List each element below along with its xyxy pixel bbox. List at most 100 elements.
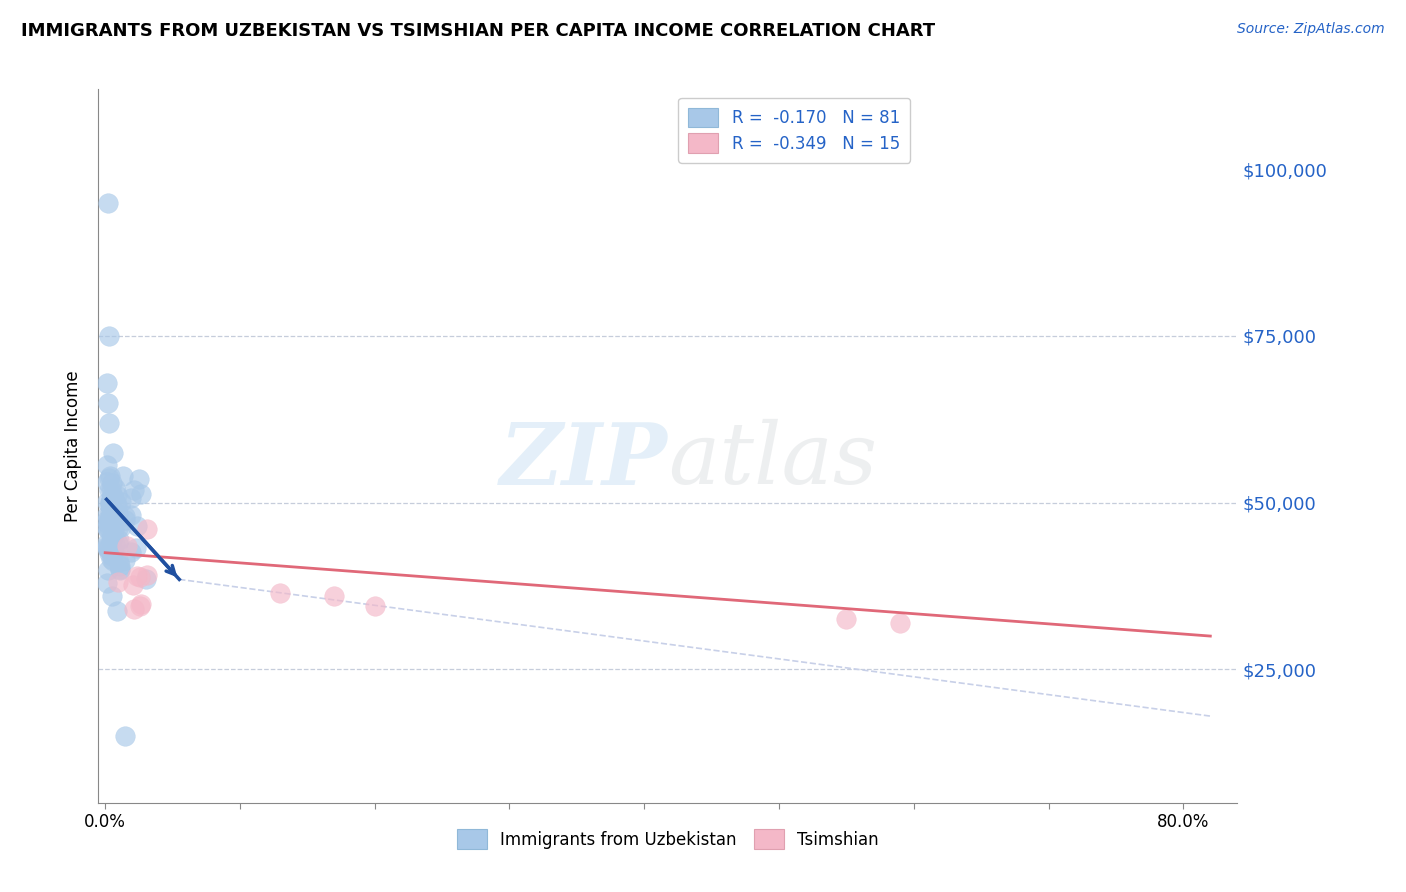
Point [122, 578, 145, 592]
Point [131, 597, 153, 611]
Point [98, 505, 121, 519]
Point [96, 475, 118, 489]
Point [98, 496, 121, 510]
Point [101, 508, 124, 522]
Point [122, 483, 145, 497]
Point [96, 508, 118, 522]
Point [120, 491, 142, 505]
Point [114, 729, 136, 743]
Point [889, 615, 911, 630]
Point [120, 545, 142, 559]
Point [125, 541, 148, 555]
Point [98, 329, 121, 343]
Point [114, 509, 136, 524]
Point [97, 471, 120, 485]
Point [105, 497, 128, 511]
Point [97, 195, 120, 210]
Point [97, 517, 120, 532]
Point [97, 521, 120, 535]
Point [98, 416, 121, 430]
Point [110, 495, 132, 509]
Point [100, 533, 122, 548]
Point [101, 529, 124, 543]
Text: IMMIGRANTS FROM UZBEKISTAN VS TSIMSHIAN PER CAPITA INCOME CORRELATION CHART: IMMIGRANTS FROM UZBEKISTAN VS TSIMSHIAN … [21, 22, 935, 40]
Point [96, 458, 118, 473]
Point [114, 512, 136, 526]
Point [101, 529, 124, 543]
Point [101, 476, 124, 491]
Point [96, 513, 118, 527]
Point [107, 507, 129, 521]
Point [127, 569, 149, 583]
Point [100, 483, 122, 497]
Point [98, 468, 121, 483]
Point [124, 601, 146, 615]
Point [96, 541, 118, 556]
Point [100, 500, 122, 515]
Y-axis label: Per Capita Income: Per Capita Income [65, 370, 83, 522]
Point [128, 472, 150, 486]
Point [108, 564, 131, 578]
Point [101, 532, 124, 546]
Point [127, 519, 149, 533]
Point [96, 536, 118, 550]
Point [97, 483, 120, 497]
Point [107, 574, 129, 589]
Point [108, 533, 131, 548]
Legend: Immigrants from Uzbekistan, Tsimshian: Immigrants from Uzbekistan, Tsimshian [447, 820, 889, 859]
Point [101, 446, 124, 460]
Point [100, 492, 122, 507]
Point [269, 585, 291, 599]
Text: Source: ZipAtlas.com: Source: ZipAtlas.com [1237, 22, 1385, 37]
Point [129, 487, 152, 501]
Point [103, 504, 125, 518]
Point [120, 508, 142, 522]
Point [98, 513, 121, 527]
Point [96, 495, 118, 509]
Point [110, 520, 132, 534]
Point [136, 522, 159, 536]
Point [97, 541, 120, 556]
Point [101, 554, 124, 568]
Point [323, 589, 346, 603]
Point [96, 376, 118, 390]
Point [107, 604, 129, 618]
Point [97, 563, 120, 577]
Point [96, 576, 118, 591]
Point [135, 572, 157, 586]
Point [835, 612, 858, 626]
Point [108, 558, 131, 573]
Point [98, 494, 121, 508]
Point [108, 555, 131, 569]
Point [100, 488, 122, 502]
Point [103, 527, 125, 541]
Point [103, 523, 125, 537]
Point [104, 481, 127, 495]
Point [107, 521, 129, 535]
Point [128, 599, 150, 614]
Point [97, 524, 120, 538]
Point [101, 490, 124, 504]
Point [114, 553, 136, 567]
Point [111, 468, 134, 483]
Point [98, 546, 121, 560]
Point [97, 395, 120, 409]
Text: ZIP: ZIP [501, 418, 668, 502]
Point [136, 567, 159, 582]
Point [98, 513, 121, 527]
Point [364, 599, 387, 613]
Point [115, 539, 138, 553]
Point [101, 590, 124, 604]
Point [100, 549, 122, 564]
Point [101, 489, 124, 503]
Point [108, 562, 131, 576]
Text: atlas: atlas [668, 419, 877, 501]
Point [105, 488, 128, 502]
Point [100, 551, 122, 566]
Point [107, 536, 129, 550]
Point [105, 498, 128, 512]
Point [96, 539, 118, 553]
Point [104, 537, 127, 551]
Point [101, 543, 124, 558]
Point [128, 570, 150, 584]
